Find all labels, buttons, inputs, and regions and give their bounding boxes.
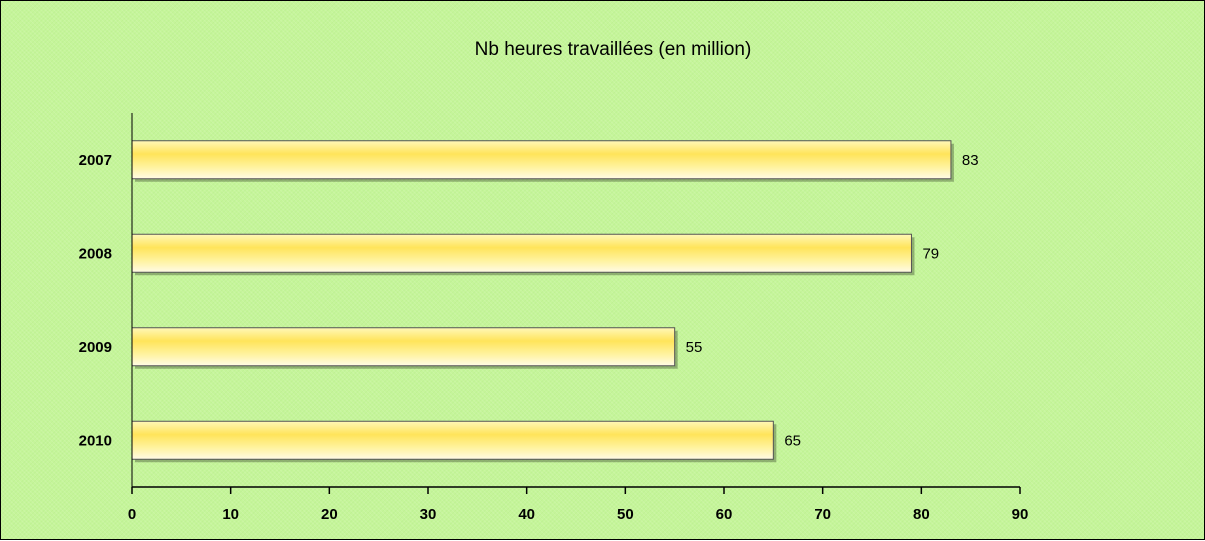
chart-title: Nb heures travaillées (en million) — [475, 39, 752, 60]
bar-2008 — [131, 233, 912, 273]
bar-2007 — [131, 140, 952, 180]
category-label-2010: 2010 — [79, 432, 112, 449]
data-label-2008: 79 — [922, 245, 939, 262]
x-tick-label-10: 10 — [222, 506, 239, 523]
x-tick-label-30: 30 — [420, 506, 437, 523]
x-tick-label-60: 60 — [716, 506, 733, 523]
x-tick-label-20: 20 — [321, 506, 338, 523]
x-tick-label-80: 80 — [913, 506, 930, 523]
bar-2010 — [131, 420, 774, 460]
x-tick-label-40: 40 — [518, 506, 535, 523]
category-label-2009: 2009 — [79, 339, 112, 356]
x-tick-label-50: 50 — [617, 506, 634, 523]
x-tick-label-90: 90 — [1012, 506, 1029, 523]
category-label-2007: 2007 — [79, 152, 112, 169]
data-label-2007: 83 — [962, 152, 979, 169]
bar-2009 — [131, 327, 676, 367]
category-label-2008: 2008 — [79, 245, 112, 262]
x-tick-label-70: 70 — [814, 506, 831, 523]
data-label-2010: 65 — [784, 432, 801, 449]
x-tick-label-0: 0 — [128, 506, 136, 523]
data-label-2009: 55 — [686, 339, 703, 356]
